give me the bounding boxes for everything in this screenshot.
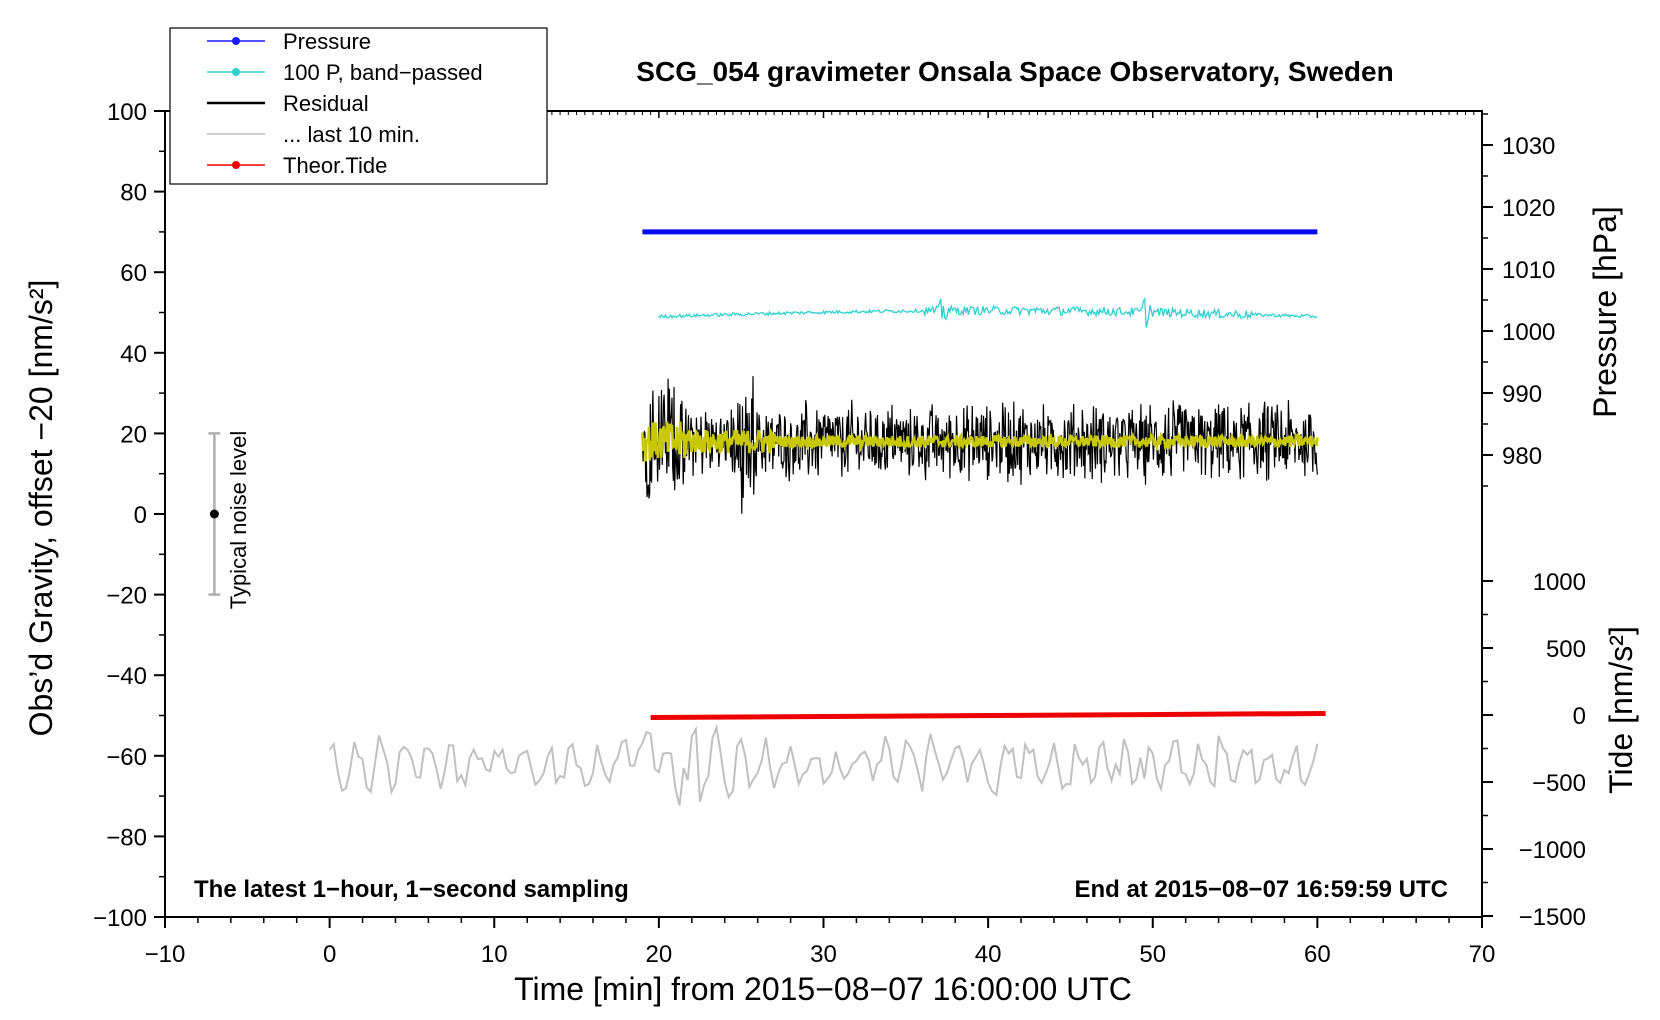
legend-label: 100 P, band−passed [283, 60, 483, 85]
residual-smoothed-overlay [641, 421, 1319, 462]
legend-marker [232, 161, 240, 169]
tide-tick-label: −1000 [1519, 837, 1586, 864]
x-tick-label: 70 [1469, 941, 1496, 968]
x-tick-label: 0 [323, 941, 336, 968]
axes: −10 0 10 20 30 40 50 60 70−100−80−60−40−20020406… [93, 99, 1586, 968]
y-tick-label: 0 [134, 502, 147, 529]
tide-axis-label: Tide [nm/s²] [1603, 626, 1639, 794]
legend: Pressure 100 P, band−passed Residual ... la… [169, 27, 548, 185]
series-theoretical-tide [650, 710, 1326, 721]
noise-level-label: Typical noise level [226, 431, 251, 610]
x-tick-label: 50 [1139, 941, 1166, 968]
pressure-axis-label: Pressure [hPa] [1587, 206, 1623, 418]
chart-title: SCG_054 gravimeter Onsala Space Observat… [636, 56, 1393, 87]
y-tick-label: 60 [120, 260, 147, 287]
noise-center-dot [209, 509, 219, 519]
series-last-10-min [328, 723, 1319, 806]
x-tick-label: 40 [975, 941, 1002, 968]
pressure-tick-label: 1020 [1502, 195, 1555, 222]
y-tick-label: −60 [106, 744, 147, 771]
y-tick-label: 80 [120, 180, 147, 207]
y-tick-label: 40 [120, 341, 147, 368]
legend-label: ... last 10 min. [283, 122, 420, 147]
x-tick-label: 10 [481, 941, 508, 968]
y-tick-label: −100 [93, 905, 147, 932]
x-tick-label: 30 [810, 941, 837, 968]
legend-label: Theor.Tide [283, 153, 387, 178]
pressure-tick-label: 1000 [1502, 319, 1555, 346]
series-band-passed-pressure [658, 297, 1318, 328]
y-tick-label: 20 [120, 421, 147, 448]
tide-tick-label: 1000 [1533, 569, 1586, 596]
legend-box [169, 27, 548, 185]
x-tick-label: 60 [1304, 941, 1331, 968]
x-tick-label: 20 [646, 941, 673, 968]
y-tick-label: 100 [107, 99, 147, 126]
y-axis-label: Obs’d Gravity, offset −20 [nm/s²] [23, 280, 59, 737]
legend-label: Pressure [283, 29, 371, 54]
y-tick-label: −20 [106, 583, 147, 610]
legend-marker [232, 37, 240, 45]
pressure-tick-label: 1010 [1502, 257, 1555, 284]
legend-label: Residual [283, 91, 369, 116]
tide-tick-label: −1500 [1519, 904, 1586, 931]
tide-tick-label: −500 [1532, 770, 1586, 797]
sampling-note: The latest 1−hour, 1−second sampling [194, 876, 629, 903]
data-series [328, 229, 1326, 806]
end-time-note: End at 2015−08−07 16:59:59 UTC [1074, 876, 1448, 903]
pressure-tick-label: 990 [1502, 381, 1542, 408]
pressure-tick-label: 1030 [1502, 133, 1555, 160]
tide-tick-label: 500 [1546, 636, 1586, 663]
y-tick-label: −40 [106, 663, 147, 690]
legend-marker [232, 68, 240, 76]
pressure-tick-label: 980 [1502, 443, 1542, 470]
x-tick-label: −10 [145, 941, 186, 968]
tide-tick-label: 0 [1573, 703, 1586, 730]
y-tick-label: −80 [106, 824, 147, 851]
x-axis-label: Time [min] from 2015−08−07 16:00:00 UTC [514, 971, 1132, 1007]
